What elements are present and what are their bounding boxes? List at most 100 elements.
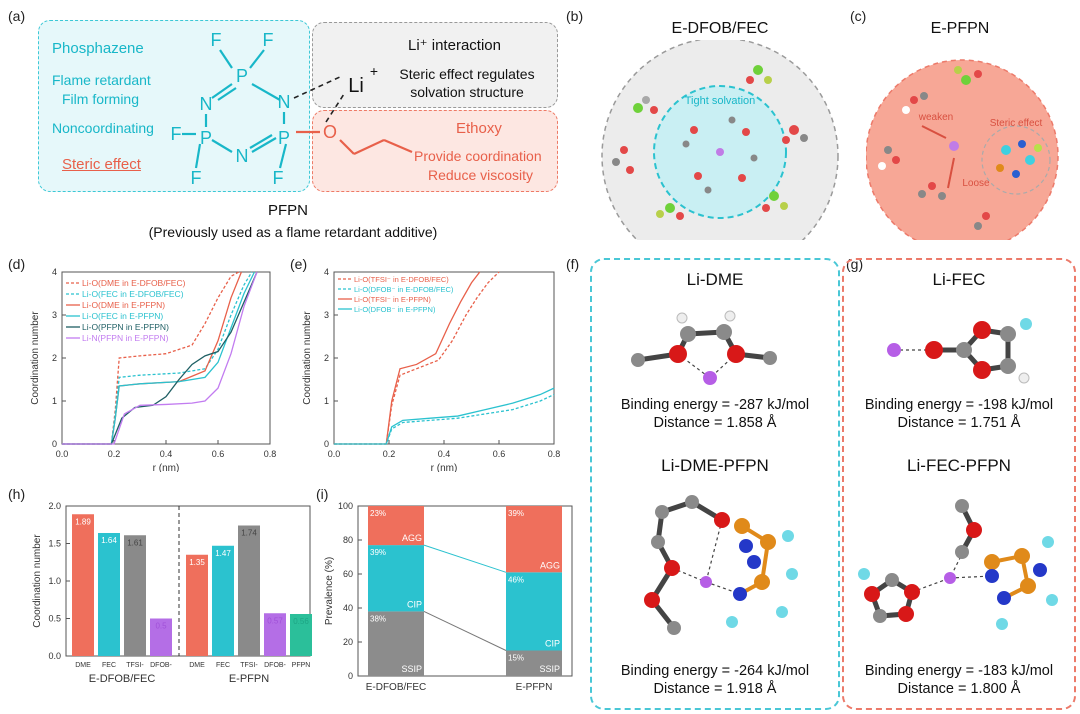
o-atom: O <box>323 122 337 142</box>
segment-name-label: AGG <box>540 560 560 570</box>
li-fec-pfpn-title: Li-FEC-PFPN <box>907 456 1011 475</box>
li-dme-distance: Distance = 1.858 Å <box>653 415 777 431</box>
bar <box>98 533 120 656</box>
y-tick-label: 0 <box>52 439 57 449</box>
legend-label: Li-O(DFOB⁻ in E-DFOB/FEC) <box>354 285 454 294</box>
y-tick-label: 4 <box>52 267 57 277</box>
segment-value-label: 15% <box>508 654 524 663</box>
li-fec-molecule <box>887 318 1032 384</box>
x-tick-label: 0.0 <box>56 449 69 459</box>
series-line <box>62 271 253 445</box>
legend-label: Li-O(DME in E-DFOB/FEC) <box>82 278 186 288</box>
y-tick-label: 20 <box>343 637 353 647</box>
y-tick-label: 2 <box>52 353 57 363</box>
legend-label: Li-N(PFPN in E-PFPN) <box>82 333 169 343</box>
stack-segment <box>506 650 562 676</box>
category-label: FEC <box>216 662 230 669</box>
coordination-number-chart-d: 0.0 0.2 0.4 0.6 0.8 0 1 2 3 4 r (nm) Coordination n… <box>30 267 276 472</box>
legend-label: Li-O(TFSI⁻ in E-PFPN) <box>354 295 431 304</box>
n-atom-2: N <box>278 92 291 112</box>
pfpn-note: (Previously used as a flame retardant ad… <box>148 224 438 240</box>
ethoxy-label: Ethoxy <box>456 120 502 137</box>
segment-name-label: SSIP <box>539 664 560 674</box>
bar-value-label: 1.89 <box>75 517 91 526</box>
li-interaction-box <box>312 22 558 108</box>
category-label: DME <box>75 662 91 669</box>
series-line <box>62 271 258 445</box>
y-tick-label: 0 <box>324 439 329 449</box>
group-label: E-DFOB/FEC <box>89 673 156 685</box>
y-tick-label: 100 <box>338 501 353 511</box>
film-forming-label: Film forming <box>62 91 140 107</box>
legend-label: Li-O(DME in E-PFPN) <box>82 300 165 310</box>
li-fec-distance: Distance = 1.751 Å <box>897 415 1021 431</box>
li-dme-title: Li-DME <box>686 270 744 289</box>
li-dme-energy: Binding energy = -287 kJ/mol <box>620 397 810 413</box>
li-fec-energy: Binding energy = -198 kJ/mol <box>864 397 1054 413</box>
coordination-number-bar-chart-h: 0.0 0.5 1.0 1.5 2.0 Coordination number 1.89 DM… <box>32 501 312 685</box>
p-atom-3: P <box>278 128 290 148</box>
panel-b-label: (b) <box>566 8 584 24</box>
group-label: E-PFPN <box>229 673 269 685</box>
x-tick-label: 0.2 <box>108 449 121 459</box>
panel-i-label: (i) <box>316 486 329 502</box>
f-atom-3: F <box>171 124 182 144</box>
li-atom: Li <box>348 75 364 97</box>
ethoxy-note-2: Reduce viscosity <box>428 167 534 183</box>
x-tick-label: 0.6 <box>212 449 225 459</box>
coordination-number-chart-e: 0.0 0.2 0.4 0.6 0.8 0 1 2 3 4 r (nm) Coordination n… <box>302 267 560 472</box>
segment-name-label: AGG <box>402 533 422 543</box>
panel-c-title: E-PFPN <box>930 20 990 37</box>
p-atom-1: P <box>236 66 248 86</box>
molecule-cluster <box>612 65 808 220</box>
y-tick-label: 80 <box>343 535 353 545</box>
series-line <box>334 387 555 445</box>
flame-retardant-label: Flame retardant <box>52 72 151 88</box>
y-tick-label: 1 <box>52 396 57 406</box>
series-line <box>334 271 481 445</box>
bar-value-label: 1.35 <box>189 558 205 567</box>
steric-effect-label: Steric effect <box>62 156 141 173</box>
stack-segment <box>368 545 424 612</box>
bar-value-label: 0.5 <box>155 622 167 631</box>
tight-solvation-label: Tight solvation <box>685 95 756 107</box>
panel-f-label: (f) <box>566 256 580 272</box>
bar <box>72 514 94 656</box>
p-atom-2: P <box>200 128 212 148</box>
y-tick-label: 0 <box>348 671 353 681</box>
panel-h-label: (h) <box>8 486 26 502</box>
panel-e-label: (e) <box>290 256 308 272</box>
li-fec-pfpn-energy: Binding energy = -183 kJ/mol <box>864 663 1054 679</box>
weaken-label: weaken <box>918 112 953 123</box>
f-atom-2: F <box>263 30 274 50</box>
f-atom-5: F <box>273 168 284 188</box>
segment-name-label: SSIP <box>401 664 422 674</box>
series-line <box>62 271 258 445</box>
stack-segment <box>368 506 424 546</box>
boundary-connector <box>423 610 507 651</box>
segment-name-label: CIP <box>407 599 422 609</box>
solvation-structure-b: Tight solvation <box>601 40 839 240</box>
y-tick-label: 40 <box>343 603 353 613</box>
li-dme-pfpn-title: Li-DME-PFPN <box>661 456 769 475</box>
y-axis-label: Prevalence (%) <box>324 557 335 625</box>
category-label: FEC <box>102 662 116 669</box>
category-label: DFOB- <box>150 662 172 669</box>
li-fec-title: Li-FEC <box>932 270 986 289</box>
category-label: DME <box>189 662 205 669</box>
ethoxy-box <box>312 110 558 192</box>
li-fec-pfpn-distance: Distance = 1.800 Å <box>897 681 1021 697</box>
segment-name-label: CIP <box>545 639 560 649</box>
bar <box>238 525 260 656</box>
stack-segment <box>506 572 562 651</box>
li-interaction-note-2: solvation structure <box>410 84 524 100</box>
legend-label: Li-O(PFPN in E-PFPN) <box>82 322 169 332</box>
boundary-connector <box>423 544 507 573</box>
legend-label: Li-O(FEC in E-PFPN) <box>82 311 163 321</box>
bar <box>290 614 312 656</box>
y-tick-label: 4 <box>324 267 329 277</box>
n-atom-3: N <box>236 146 249 166</box>
y-tick-label: 0.0 <box>48 651 61 661</box>
li-interaction-note-1: Steric effect regulates <box>399 66 535 82</box>
segment-value-label: 39% <box>370 548 386 557</box>
